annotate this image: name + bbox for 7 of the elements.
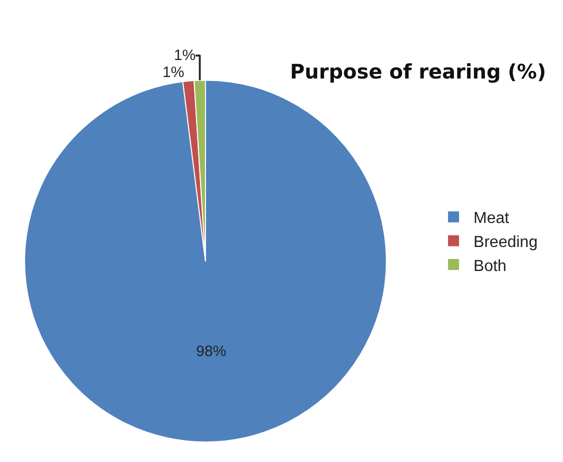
legend-label: Meat xyxy=(474,210,510,228)
legend-label: Both xyxy=(474,258,506,275)
data-label: 1% xyxy=(174,47,196,64)
legend-label: Breeding xyxy=(474,234,538,251)
text: Purpose of rearing (%) xyxy=(290,60,546,84)
data-label: 98% xyxy=(196,342,226,360)
data-label: 1% xyxy=(162,64,184,82)
